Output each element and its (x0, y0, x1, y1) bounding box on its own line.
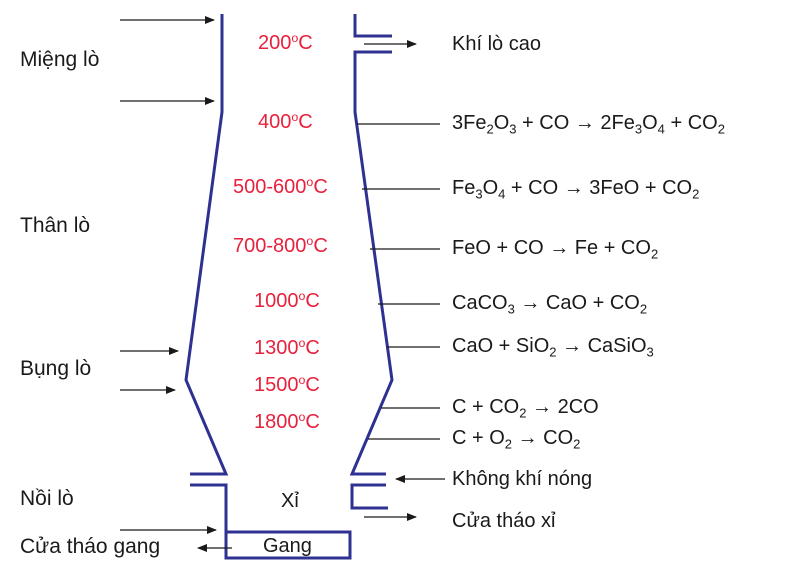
right-arrows (364, 40, 445, 521)
reaction-equation: CaCO3 → CaO + CO2 (452, 292, 648, 317)
temperature-label: 400oC (258, 110, 313, 133)
reaction-equation: 3Fe2O3 + CO → 2Fe3O4 + CO2 (452, 112, 725, 137)
temperature-label: 1500oC (254, 373, 320, 396)
label-gang: Gang (263, 535, 312, 557)
temperature-label: 500-600oC (233, 175, 328, 198)
zone-label-mieng-lo: Miệng lò (20, 48, 100, 71)
reaction-equation: C + O2 → CO2 (452, 427, 581, 452)
furnace-wall-right (349, 14, 394, 510)
label-xi: Xỉ (281, 490, 299, 512)
reaction-equation: Fe3O4 + CO → 3FeO + CO2 (452, 177, 700, 202)
label-cua-thao-xi: Cửa tháo xỉ (452, 510, 556, 532)
temperature-label: 200oC (258, 31, 313, 54)
temperature-label: 1800oC (254, 410, 320, 433)
reaction-leader-lines (357, 123, 440, 440)
reaction-equation: C + CO2 → 2CO (452, 396, 599, 421)
furnace-wall-left (184, 14, 352, 560)
reaction-equation: FeO + CO → Fe + CO2 (452, 237, 659, 262)
label-cua-thao-gang: Cửa tháo gang (20, 535, 161, 558)
zone-label-bung-lo: Bụng lò (20, 357, 92, 380)
zone-label-noi-lo: Nồi lò (20, 487, 74, 510)
temperature-label: 1000oC (254, 289, 320, 312)
left-arrows (120, 16, 232, 552)
temperature-label: 700-800oC (233, 234, 328, 257)
temperature-label: 1300oC (254, 336, 320, 359)
reaction-equation: CaO + SiO2 → CaSiO3 (452, 335, 654, 360)
label-khi-lo-cao: Khí lò cao (452, 33, 541, 55)
label-khong-khi-nong: Không khí nóng (452, 468, 593, 490)
zone-label-than-lo: Thân lò (20, 214, 91, 237)
